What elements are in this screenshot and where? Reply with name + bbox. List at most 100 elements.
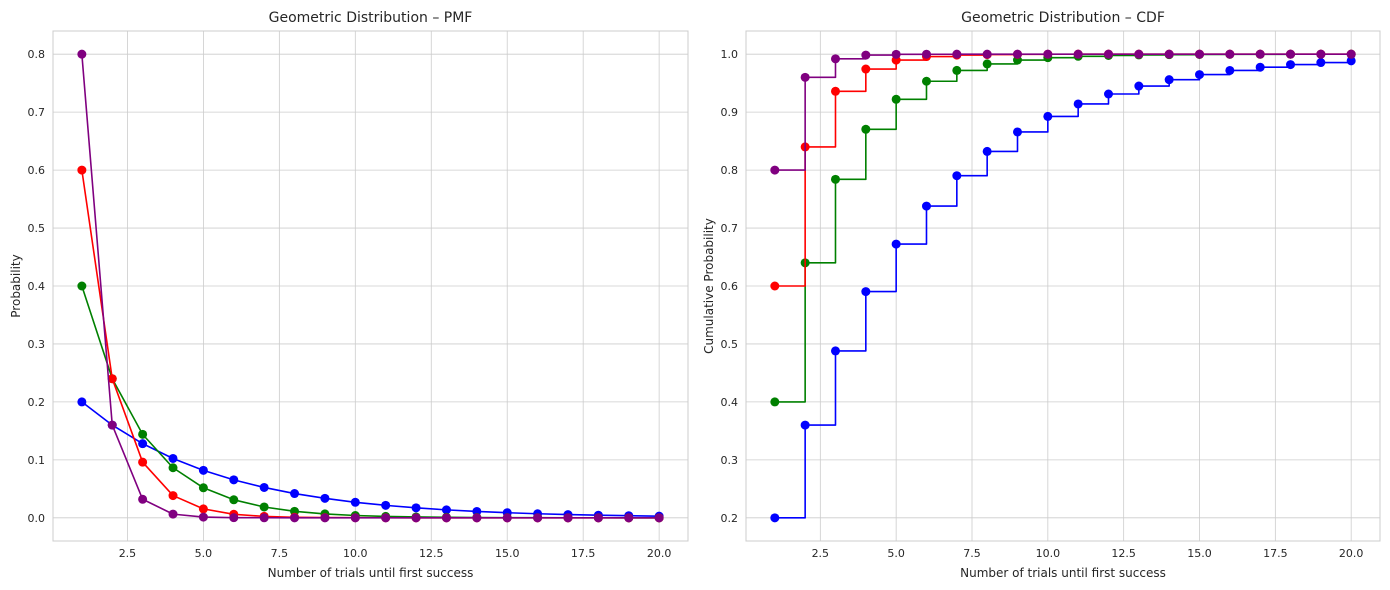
cdf-x-tick-label: 2.5 [812,547,830,560]
pmf-x-tick-label: 10.0 [343,547,368,560]
pmf-series-p-0-4-point [259,502,269,512]
pmf-series-p-0-2-point [77,397,87,407]
cdf-y-tick-label: 0.7 [721,222,739,235]
pmf-series-p-0-4-point [138,429,148,439]
cdf-series-p-0-8-point [1346,49,1356,59]
pmf-series-p-0-8-line [81,54,660,519]
pmf-series-p-0-8-point [350,513,360,523]
cdf-series-p-0-4-point [830,174,840,184]
cdf-panel: 2.5 5.0 7.5 10.0 12.5 15.0 17.5 20.0 0.20.30.40… [702,10,1381,580]
pmf-y-tick-label: 0.4 [28,280,46,293]
pmf-x-tick-label: 2.5 [119,547,137,560]
pmf-series-p-0-4-point [77,281,87,291]
pmf-panel: 2.5 5.0 7.5 10.0 12.5 15.0 17.5 20.0 0.00.10.20… [9,10,689,580]
cdf-series-p-0-2-point [1316,58,1326,68]
cdf-series-p-0-8-point [1225,49,1235,59]
cdf-series-p-0-8-point [800,72,810,82]
pmf-series-p-0-2-line [81,401,660,517]
cdf-series-p-0-2-point [921,201,931,211]
pmf-series-p-0-2-point [259,482,269,492]
pmf-series-p-0-6-point [107,374,117,384]
cdf-series-p-0-2-point [1134,81,1144,91]
pmf-series-p-0-8-point [229,513,239,523]
cdf-series-p-0-8-point [891,49,901,59]
pmf-series-p-0-6-point [168,491,178,501]
pmf-series-p-0-8-point [654,513,664,523]
pmf-series-p-0-8-point [198,512,208,522]
cdf-y-tick-label: 0.8 [721,164,739,177]
cdf-series-p-0-8-point [1164,49,1174,59]
pmf-series-p-0-8-point [441,513,451,523]
cdf-x-tick-label: 5.0 [887,547,905,560]
cdf-x-tick-label: 10.0 [1036,547,1061,560]
pmf-series [77,49,664,523]
pmf-x-ticks: 2.5 5.0 7.5 10.0 12.5 15.0 17.5 20.0 [119,547,672,560]
pmf-series-p-0-2-point [320,493,330,503]
pmf-x-axis-label: Number of trials until first success [268,566,474,580]
cdf-x-tick-label: 20.0 [1339,547,1364,560]
pmf-x-tick-label: 7.5 [271,547,289,560]
cdf-chart-title: Geometric Distribution – CDF [961,10,1165,26]
pmf-series-p-0-8-point [77,49,87,59]
cdf-series-p-0-4-point [891,94,901,104]
cdf-series-p-0-2-point [1012,127,1022,137]
cdf-series-p-0-4-point [952,65,962,75]
pmf-series-p-0-8-point [563,513,573,523]
cdf-x-tick-label: 7.5 [963,547,981,560]
cdf-series-p-0-4-point [921,76,931,86]
pmf-series-p-0-2-point [290,489,300,499]
cdf-series-p-0-8-point [1104,49,1114,59]
cdf-y-tick-label: 0.9 [721,106,739,119]
cdf-series-p-0-2-point [1195,70,1205,80]
pmf-series-p-0-8-point [168,509,178,519]
cdf-series-p-0-2-point [1286,60,1296,70]
pmf-series-p-0-2-point [168,453,178,463]
pmf-series-p-0-8-point [624,513,634,523]
cdf-x-tick-label: 15.0 [1187,547,1212,560]
cdf-series-p-0-2-point [891,239,901,249]
pmf-series-p-0-2-point [138,439,148,449]
cdf-plot-frame [745,30,1381,542]
pmf-series-p-0-2-point [198,465,208,475]
pmf-chart-title: Geometric Distribution – PMF [269,10,473,26]
cdf-y-ticks: 0.2 0.3 0.4 0.5 0.6 0.7 0.8 0.9 1.0 [721,48,739,525]
cdf-series-p-0-8-line [774,53,1352,171]
pmf-x-tick-label: 17.5 [571,547,596,560]
pmf-y-tick-label: 0.6 [28,164,46,177]
pmf-y-tick-label: 0.8 [28,48,46,61]
cdf-series-p-0-4-point [861,124,871,134]
cdf-series-p-0-2-point [1043,111,1053,121]
cdf-x-ticks: 2.5 5.0 7.5 10.0 12.5 15.0 17.5 20.0 [812,547,1364,560]
cdf-series-p-0-8-point [1043,49,1053,59]
cdf-series-p-0-8-point [1316,49,1326,59]
pmf-y-tick-label: 0.5 [28,222,46,235]
cdf-series-p-0-8-point [770,165,780,175]
pmf-series-p-0-6-point [138,457,148,467]
pmf-series-p-0-8-point [381,513,391,523]
cdf-series-p-0-8-point [1073,49,1083,59]
pmf-series-p-0-8-point [472,513,482,523]
pmf-series-p-0-8-point [593,513,603,523]
pmf-series-p-0-8-point [107,420,117,430]
cdf-series-p-0-8-point [1195,49,1205,59]
cdf-series-p-0-8-point [861,50,871,60]
pmf-series-p-0-4-point [229,495,239,505]
pmf-series-p-0-4-point [198,483,208,493]
cdf-series-p-0-2-point [982,146,992,156]
pmf-y-tick-label: 0.7 [28,106,46,119]
pmf-y-tick-label: 0.3 [28,338,46,351]
cdf-series-p-0-2-point [1346,56,1356,66]
pmf-series-p-0-8-point [533,513,543,523]
cdf-series-p-0-6-point [830,86,840,96]
cdf-series-p-0-2-point [952,171,962,181]
cdf-y-tick-label: 0.2 [721,512,739,525]
cdf-series-p-0-2-point [1073,99,1083,109]
cdf-y-tick-label: 0.6 [721,280,739,293]
pmf-y-tick-label: 0.0 [28,512,46,525]
pmf-y-tick-label: 0.2 [28,396,46,409]
cdf-y-tick-label: 0.4 [721,396,739,409]
cdf-series [770,49,1356,523]
pmf-x-tick-label: 15.0 [495,547,520,560]
cdf-x-tick-label: 17.5 [1263,547,1288,560]
cdf-series-p-0-2-point [830,346,840,356]
